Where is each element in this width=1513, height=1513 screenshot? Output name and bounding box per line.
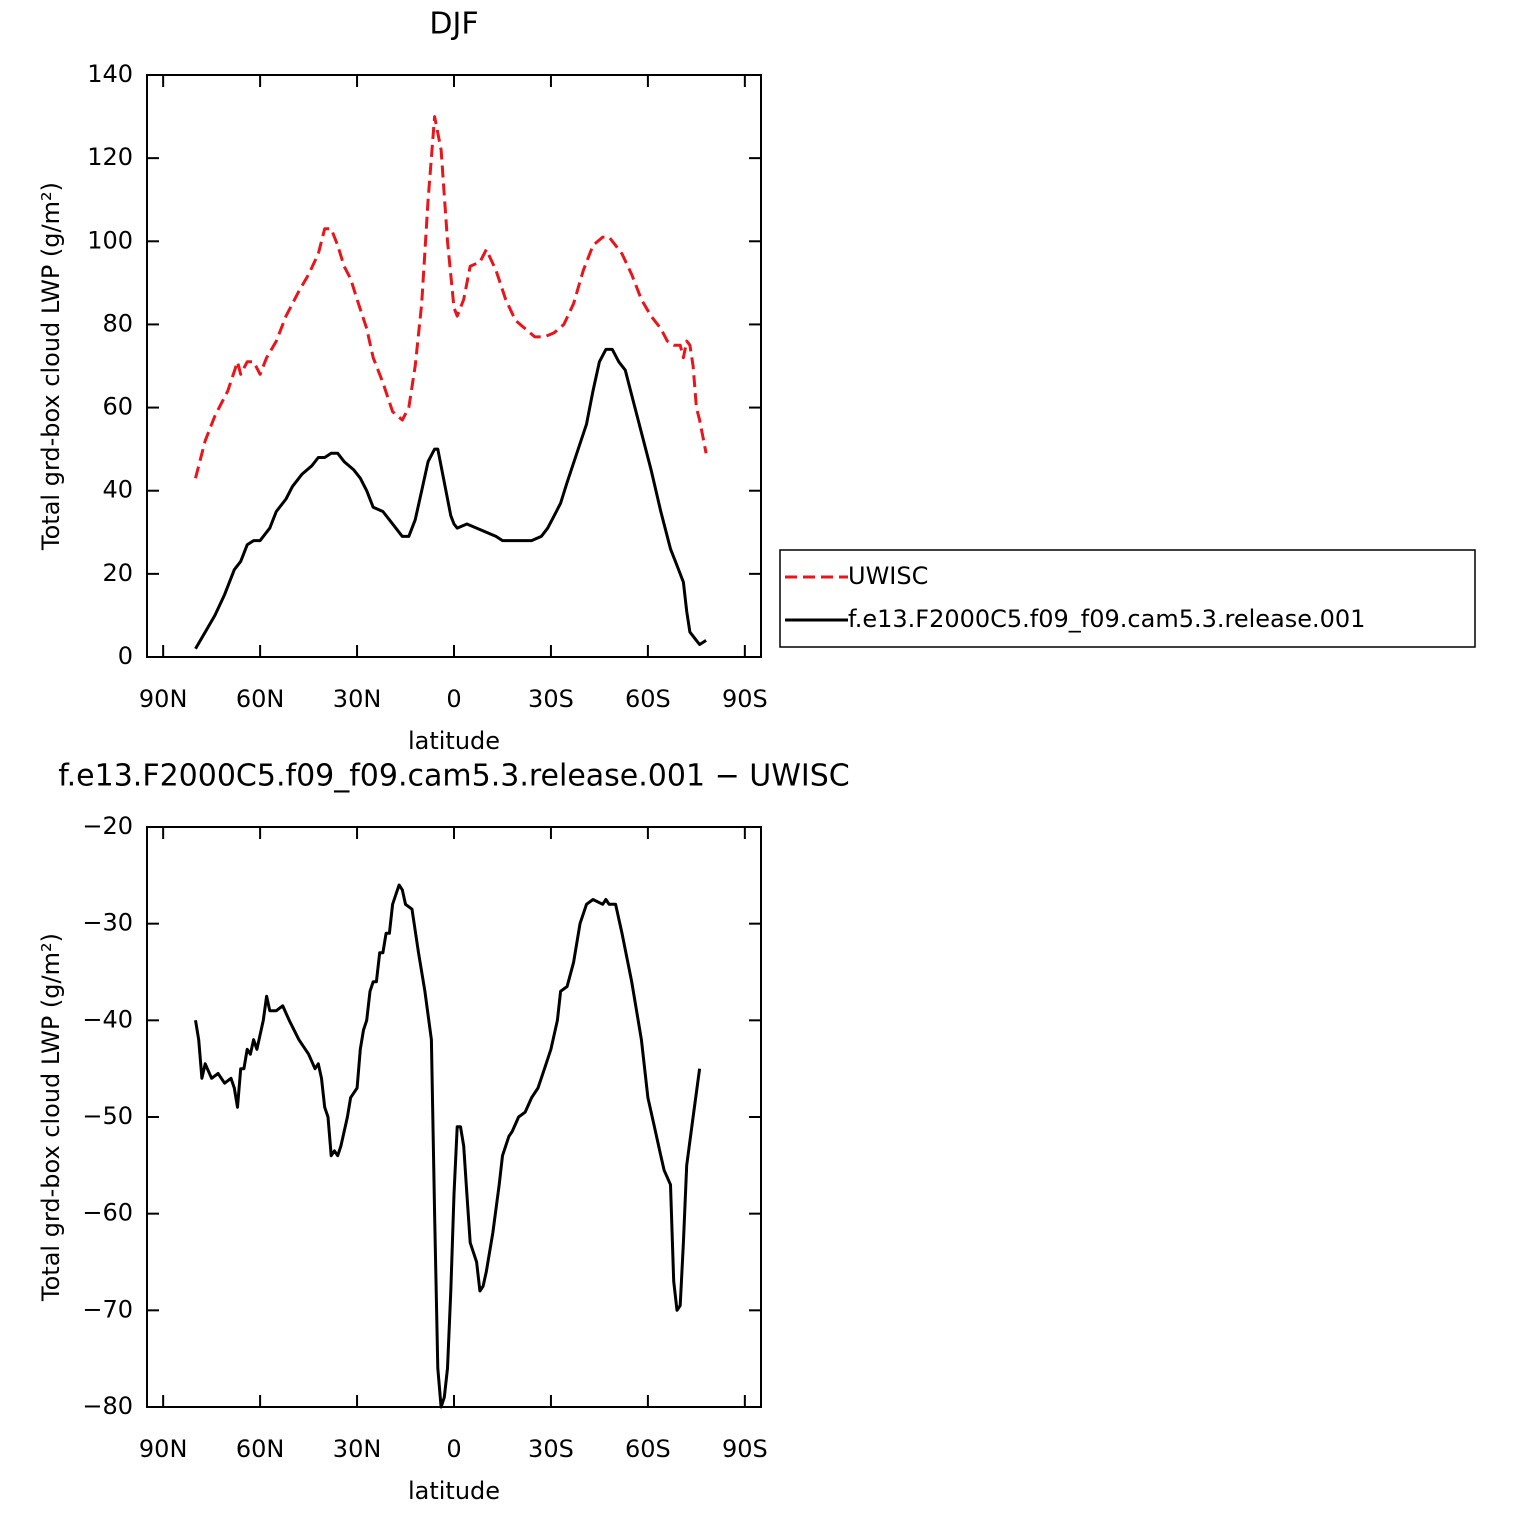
- x-tick-label: 0: [446, 1435, 461, 1463]
- plot-frame: [146, 826, 762, 1408]
- x-tick-label: 60N: [236, 1435, 285, 1463]
- x-tick-label: 90S: [722, 685, 768, 713]
- x-tick-label: 90S: [722, 1435, 768, 1463]
- y-tick-label: −20: [82, 812, 133, 840]
- y-axis-label: Total grd-box cloud LWP (g/m²): [37, 933, 65, 1302]
- x-tick-label: 60S: [625, 1435, 671, 1463]
- x-tick-label: 60S: [625, 685, 671, 713]
- y-tick-label: −70: [82, 1295, 133, 1323]
- x-tick-label: 60N: [236, 685, 285, 713]
- y-tick-label: −40: [82, 1005, 133, 1033]
- y-tick-label: 40: [102, 476, 133, 504]
- legend-label: UWISC: [848, 562, 928, 590]
- chart-title: DJF: [429, 7, 478, 42]
- y-tick-label: 60: [102, 393, 133, 421]
- data-line: [194, 115, 708, 479]
- x-tick-label: 30N: [333, 685, 382, 713]
- legend-label: f.e13.F2000C5.f09_f09.cam5.3.release.001: [848, 605, 1365, 633]
- y-tick-label: −50: [82, 1102, 133, 1130]
- x-tick-label: 30N: [333, 1435, 382, 1463]
- x-tick-label: 30S: [528, 1435, 574, 1463]
- y-tick-label: −60: [82, 1199, 133, 1227]
- y-tick-label: 100: [87, 226, 133, 254]
- y-tick-label: 140: [87, 60, 133, 88]
- y-tick-label: 20: [102, 559, 133, 587]
- y-tick-label: −30: [82, 909, 133, 937]
- y-tick-label: −80: [82, 1392, 133, 1420]
- y-tick-label: 0: [118, 642, 133, 670]
- data-line: [194, 883, 702, 1409]
- chart-title: f.e13.F2000C5.f09_f09.cam5.3.release.001…: [58, 759, 849, 794]
- y-tick-label: 80: [102, 309, 133, 337]
- y-axis-label: Total grd-box cloud LWP (g/m²): [37, 182, 65, 551]
- x-tick-label: 30S: [528, 685, 574, 713]
- y-tick-label: 120: [87, 143, 133, 171]
- x-tick-label: 0: [446, 685, 461, 713]
- x-tick-label: 90N: [139, 685, 188, 713]
- legend-box: [779, 549, 1476, 648]
- data-line: [194, 347, 707, 650]
- x-axis-label: latitude: [408, 1477, 500, 1505]
- x-tick-label: 90N: [139, 1435, 188, 1463]
- x-axis-label: latitude: [408, 727, 500, 755]
